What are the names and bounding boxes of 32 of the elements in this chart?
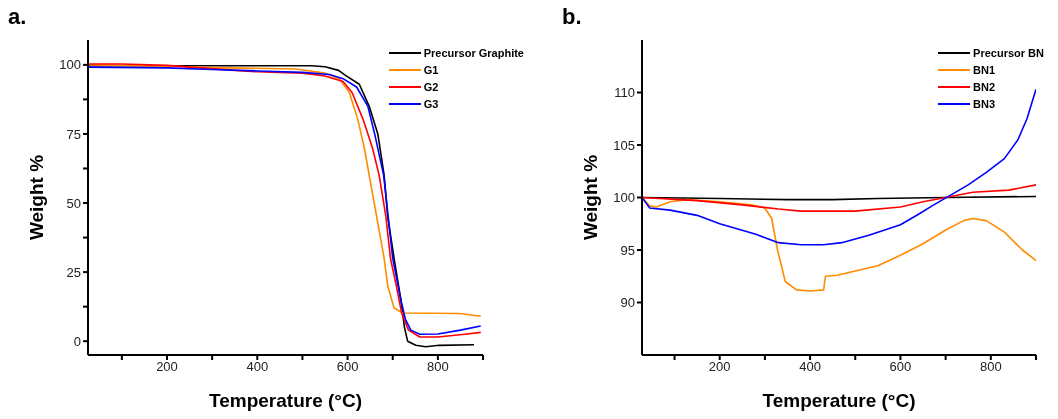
y-tick-label: 95 — [620, 242, 635, 258]
x-axis-title: Temperature (°C) — [209, 390, 362, 411]
legend-label: G1 — [423, 63, 439, 76]
y-tick-label: 110 — [614, 85, 635, 101]
x-tick-label: 600 — [336, 359, 359, 375]
y-tick-label: 100 — [613, 190, 635, 206]
x-tick-label: 400 — [799, 359, 821, 375]
y-tick-label: 0 — [73, 333, 81, 349]
legend-label: Precursor BN — [973, 46, 1044, 59]
x-tick-label: 200 — [156, 359, 178, 375]
y-tick-label: 90 — [620, 295, 635, 311]
x-tick-label: 200 — [708, 359, 731, 375]
legend-label: BN1 — [973, 63, 996, 76]
y-tick-label: 50 — [66, 195, 81, 211]
x-tick-label: 600 — [889, 359, 912, 375]
y-tick-label: 25 — [66, 264, 81, 280]
legend-label: BN3 — [973, 97, 996, 110]
legend-label: BN2 — [973, 80, 996, 93]
legend-label: G2 — [423, 80, 439, 93]
y-tick-label: 105 — [613, 137, 635, 153]
y-axis-title: Weight % — [579, 154, 601, 241]
y-tick-label: 100 — [59, 57, 81, 73]
x-tick-label: 400 — [246, 359, 269, 375]
x-tick-label: 800 — [979, 359, 1002, 375]
y-tick-label: 75 — [66, 126, 81, 142]
legend-label: Precursor Graphite — [423, 46, 524, 59]
x-tick-label: 800 — [427, 359, 449, 375]
y-axis-title: Weight % — [25, 154, 47, 241]
chart-title: a. — [8, 4, 27, 30]
legend-label: G3 — [423, 97, 439, 110]
x-axis-title: Temperature (°C) — [762, 390, 916, 411]
chart-title: b. — [562, 4, 582, 30]
